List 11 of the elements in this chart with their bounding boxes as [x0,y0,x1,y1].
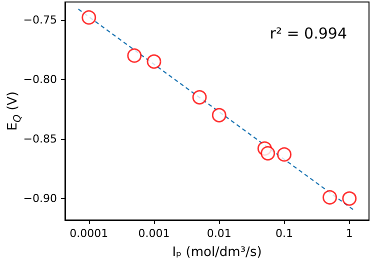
x-tick-label: 1 [346,227,353,240]
x-axis-title: Iₚ (mol/dm³/s) [172,245,262,260]
x-tick-label: 0.001 [138,227,170,240]
y-tick-label: −0.75 [23,13,57,26]
x-tick-label: 0.1 [276,227,294,240]
annotation: r² = 0.994 [270,24,348,42]
y-tick-label: −0.90 [23,192,57,206]
y-tick-label: −0.80 [23,72,57,86]
x-tick-label: 0.0001 [70,227,108,240]
x-tick-label: 0.01 [206,227,232,240]
y-tick-label: −0.85 [23,132,57,146]
